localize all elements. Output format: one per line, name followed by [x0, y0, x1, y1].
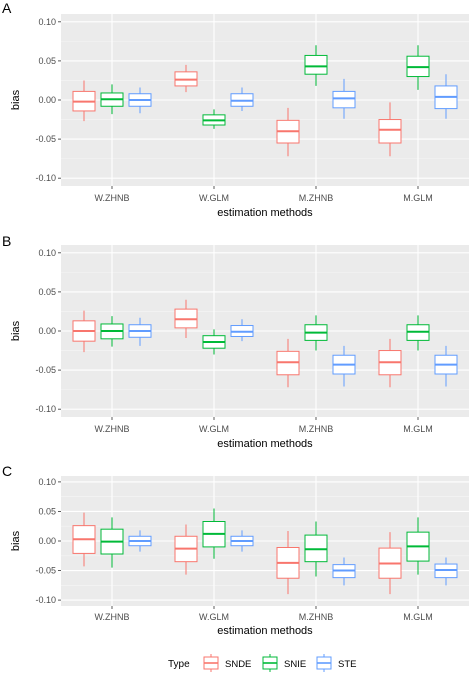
- x-axis-title: estimation methods: [217, 625, 313, 637]
- box-snde-w.zhnb: [72, 310, 96, 353]
- x-axis-title: estimation methods: [217, 207, 313, 219]
- y-tick-label: 0.10: [38, 17, 56, 27]
- y-tick-label: -0.05: [35, 134, 56, 144]
- y-tick-label: -0.05: [35, 365, 56, 375]
- x-tick-label: M.ZHNB: [299, 193, 334, 203]
- box-ste-w.zhnb: [128, 530, 152, 552]
- x-tick-label: W.GLM: [199, 612, 229, 622]
- box-snde-m.glm: [378, 102, 402, 157]
- legend-key-snde: [203, 654, 219, 672]
- box-ste-m.zhnb: [332, 78, 356, 119]
- y-axis-title: bias: [10, 89, 22, 110]
- x-tick-label: M.GLM: [403, 612, 433, 622]
- box-ste-m.zhnb: [332, 345, 356, 387]
- box-ste-m.zhnb: [332, 557, 356, 586]
- legend-key-ste: [316, 654, 332, 672]
- box-ste-m.glm: [434, 345, 458, 387]
- box-snie-m.zhnb: [304, 45, 328, 86]
- legend-title: Type: [168, 659, 190, 670]
- panel-b: 0.10 0.05 0.00 -0.05 -0.10 W.ZHNB W.GLM M.ZHNB M…: [2, 233, 469, 450]
- y-tick-label: 0.00: [38, 536, 56, 546]
- y-tick-label: -0.05: [35, 566, 56, 576]
- panel-letter: C: [2, 463, 12, 479]
- legend-label: SNDE: [225, 659, 251, 670]
- panel-letter: B: [2, 233, 11, 249]
- y-tick-label: 0.10: [38, 477, 56, 487]
- y-tick-label: 0.10: [38, 248, 56, 258]
- box-ste-m.glm: [434, 74, 458, 119]
- box-snie-m.glm: [406, 315, 430, 351]
- box-ste-w.zhnb: [128, 317, 152, 346]
- x-tick-label: W.GLM: [199, 424, 229, 434]
- x-axis-title: estimation methods: [217, 438, 313, 450]
- box-snde-m.zhnb: [276, 107, 300, 157]
- box-ste-m.glm: [434, 557, 458, 586]
- y-tick-label: 0.05: [38, 506, 56, 516]
- y-tick-label: -0.10: [35, 404, 56, 414]
- legend-key-snie: [262, 654, 278, 672]
- box-snie-m.zhnb: [304, 521, 328, 577]
- panel-c: 0.10 0.05 0.00 -0.05 -0.10 W.ZHNB W.GLM M.ZHNB M…: [2, 463, 469, 637]
- box-snie-m.zhnb: [304, 315, 328, 351]
- y-axis-title: bias: [10, 530, 22, 551]
- box-body: [378, 119, 402, 144]
- y-tick-label: 0.00: [38, 95, 56, 105]
- box-snde-m.glm: [378, 532, 402, 595]
- box-snie-w.glm: [202, 329, 226, 355]
- box-snde-w.zhnb: [72, 80, 96, 122]
- y-tick-label: 0.05: [38, 287, 56, 297]
- box-snde-w.zhnb: [72, 512, 96, 567]
- box-ste-w.glm: [230, 319, 254, 342]
- y-tick-label: -0.10: [35, 595, 56, 605]
- x-tick-label: M.GLM: [403, 193, 433, 203]
- box-snie-m.glm: [406, 45, 430, 90]
- box-body: [332, 90, 356, 109]
- box-snde-w.glm: [174, 64, 198, 93]
- legend: Type SNDE SNIE STE: [168, 654, 356, 672]
- panel-a: 0.10 0.05 0.00 -0.05 -0.10 W.ZHNB W.GLM M.ZHNB M…: [2, 0, 469, 219]
- box-snde-m.glm: [378, 338, 402, 388]
- box-snie-w.glm: [202, 109, 226, 129]
- y-tick-label: -0.10: [35, 173, 56, 183]
- x-tick-label: M.ZHNB: [299, 424, 334, 434]
- box-snde-m.zhnb: [276, 338, 300, 388]
- box-snde-w.glm: [174, 299, 198, 339]
- x-tick-label: M.ZHNB: [299, 612, 334, 622]
- panel-letter: A: [2, 0, 12, 16]
- x-tick-label: W.ZHNB: [95, 193, 130, 203]
- box-ste-w.glm: [230, 87, 254, 111]
- x-tick-label: W.ZHNB: [95, 612, 130, 622]
- box-snie-w.zhnb: [100, 316, 124, 347]
- box-snie-w.glm: [202, 508, 226, 559]
- legend-label: STE: [338, 659, 356, 670]
- y-tick-label: 0.00: [38, 326, 56, 336]
- y-tick-label: 0.05: [38, 56, 56, 66]
- box-snie-w.zhnb: [100, 517, 124, 568]
- box-ste-w.glm: [230, 530, 254, 552]
- box-snie-w.zhnb: [100, 84, 124, 115]
- box-snde-w.glm: [174, 524, 198, 575]
- x-tick-label: M.GLM: [403, 424, 433, 434]
- legend-label: SNIE: [284, 659, 306, 670]
- y-axis-title: bias: [10, 320, 22, 341]
- box-snde-m.zhnb: [276, 530, 300, 595]
- box-snie-m.glm: [406, 517, 430, 575]
- box-ste-w.zhnb: [128, 87, 152, 114]
- x-tick-label: W.GLM: [199, 193, 229, 203]
- x-tick-label: W.ZHNB: [95, 424, 130, 434]
- box-body: [304, 54, 328, 75]
